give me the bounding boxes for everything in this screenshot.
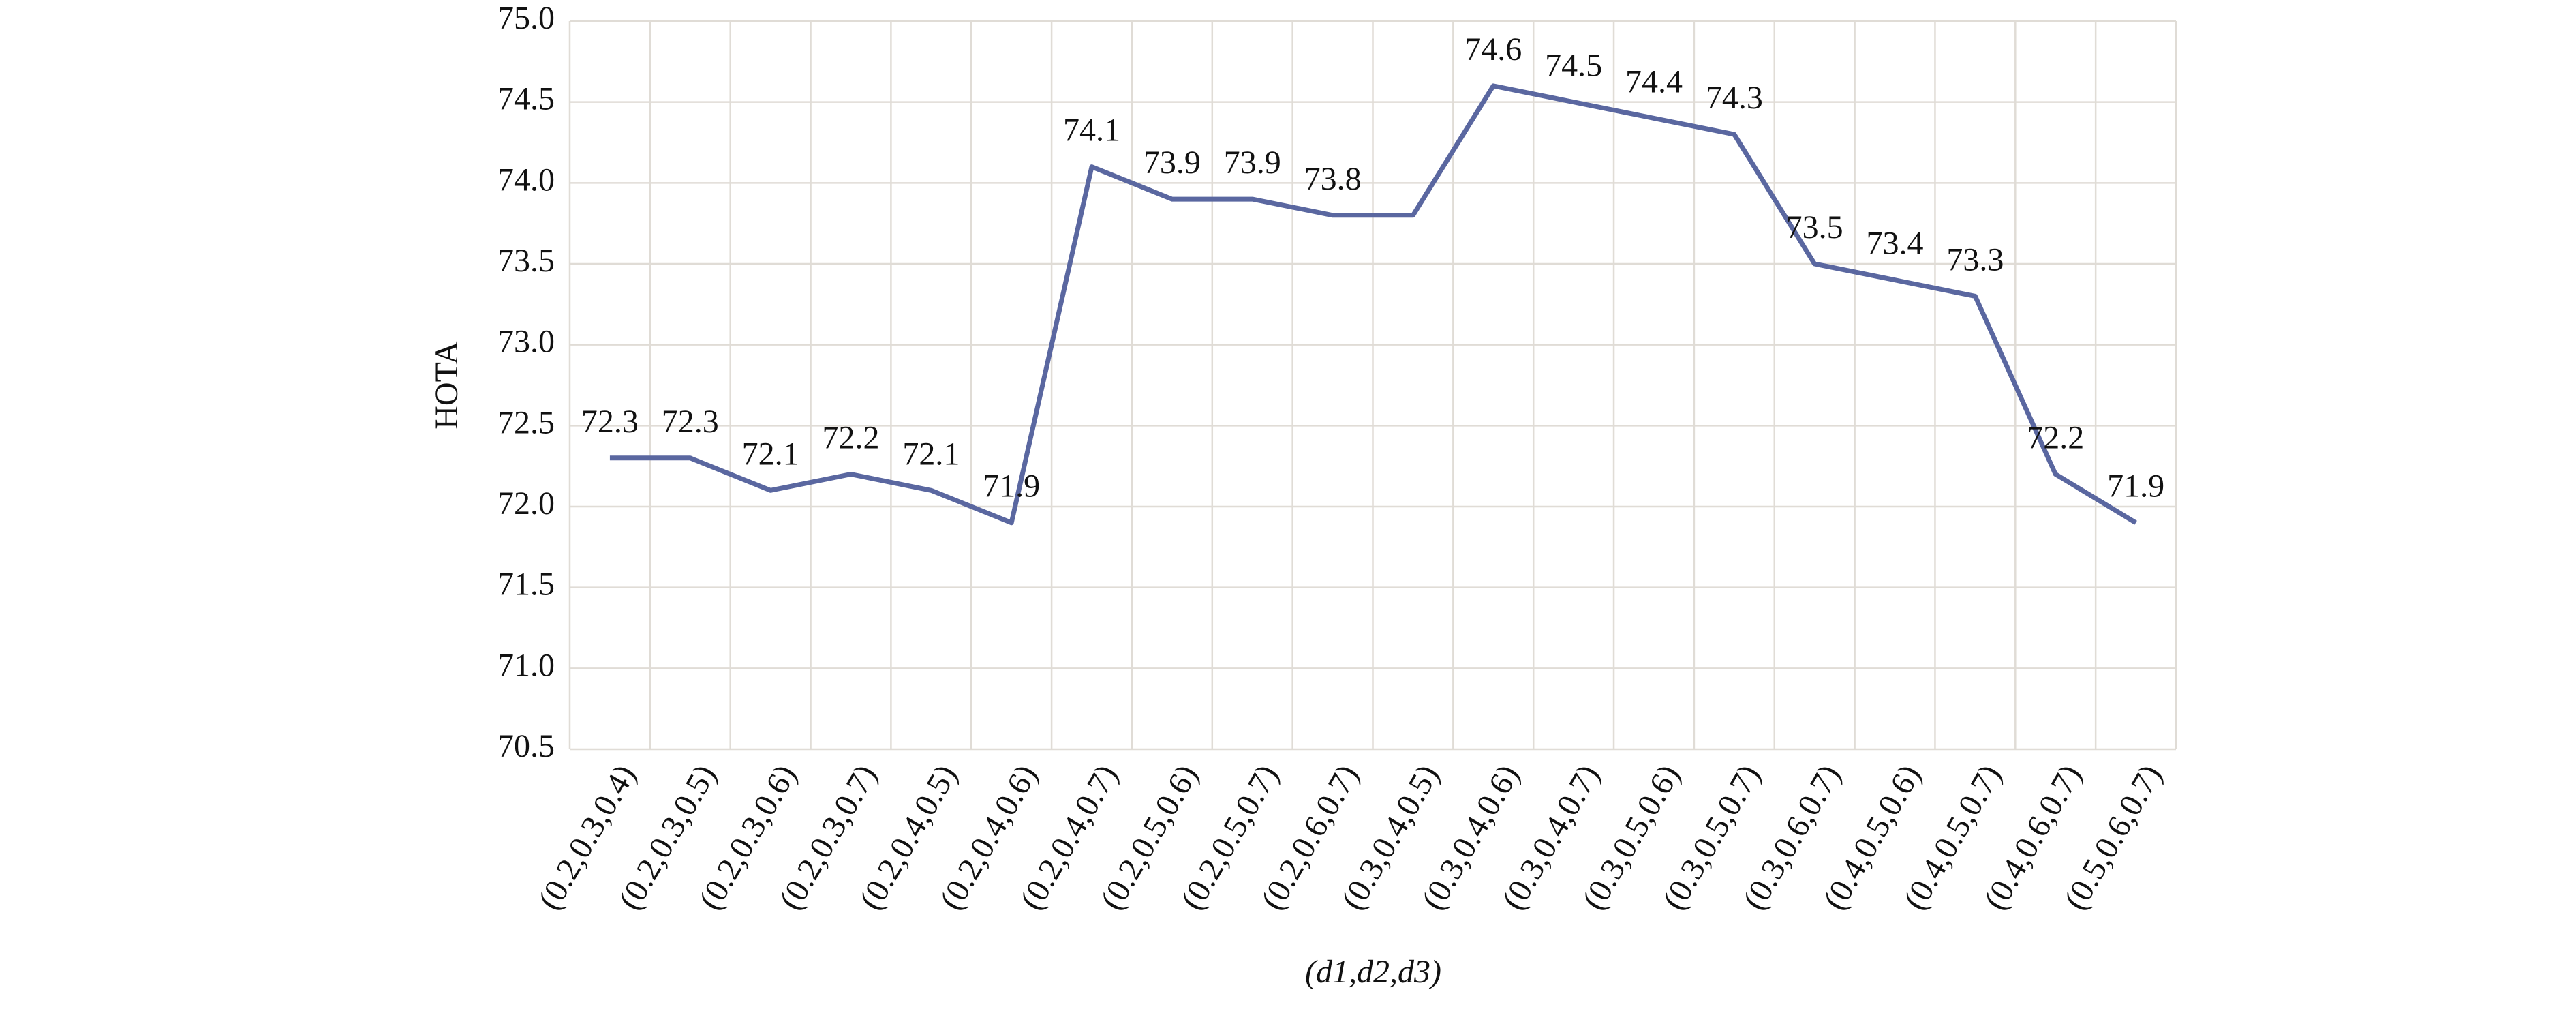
y-tick-label: 74.0: [497, 162, 555, 198]
data-label: 72.2: [2027, 420, 2084, 456]
y-tick-label: 71.5: [497, 567, 555, 603]
data-label: 73.8: [1304, 161, 1362, 197]
data-label: 72.1: [742, 436, 799, 472]
data-label: 74.4: [1625, 63, 1683, 100]
data-label: 72.2: [822, 420, 879, 456]
data-label: 74.3: [1706, 80, 1763, 116]
x-axis-label: (d1,d2,d3): [1305, 954, 1441, 990]
data-label: 74.5: [1545, 48, 1602, 84]
data-label: 72.1: [902, 436, 960, 472]
data-label: 73.5: [1786, 209, 1843, 245]
data-label: 74.6: [1465, 31, 1522, 67]
data-label: 73.3: [1946, 241, 2004, 277]
y-tick-label: 72.0: [497, 485, 555, 522]
data-label: 72.3: [581, 404, 639, 440]
y-tick-label: 74.5: [497, 81, 555, 117]
data-label: 74.1: [1063, 112, 1120, 149]
y-tick-label: 73.5: [497, 243, 555, 279]
y-axis-label: HOTA: [429, 341, 465, 430]
y-tick-label: 71.0: [497, 647, 555, 683]
data-label: 71.9: [2107, 468, 2164, 504]
data-label: 73.9: [1144, 145, 1201, 181]
y-tick-label: 75.0: [497, 0, 555, 36]
y-tick-label: 73.0: [497, 324, 555, 360]
data-label: 73.9: [1224, 145, 1281, 181]
data-line: [609, 83, 2137, 526]
data-label: 73.4: [1867, 226, 1924, 262]
y-tick-label: 72.5: [497, 404, 555, 440]
y-tick-label: 70.5: [497, 728, 555, 764]
data-label: 72.3: [662, 404, 719, 440]
data-label: 71.9: [983, 468, 1040, 504]
